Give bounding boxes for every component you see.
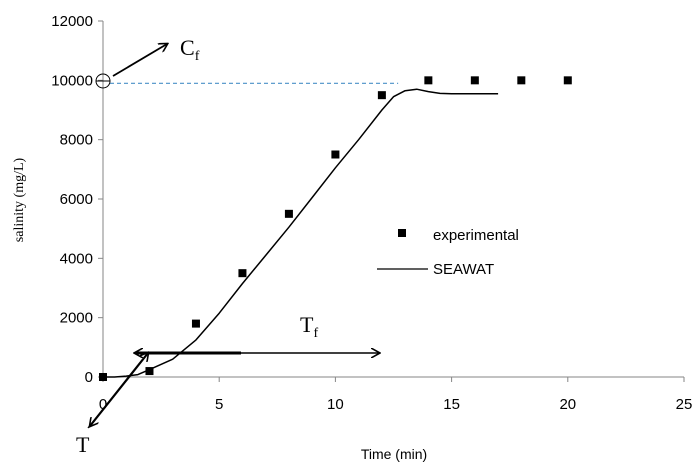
y-axis-label: salinity (mg/L): [12, 157, 27, 242]
experimental-point: [331, 150, 340, 159]
experimental-series: [99, 76, 572, 381]
tf-label: Tf: [300, 312, 318, 341]
experimental-point: [470, 76, 479, 85]
legend: experimental SEAWAT: [377, 227, 519, 278]
y-tick-label: 4000: [60, 250, 93, 267]
experimental-point: [517, 76, 526, 85]
experimental-point: [424, 76, 433, 85]
x-tick-label: 5: [215, 396, 223, 413]
x-tick-label: 25: [676, 396, 693, 413]
experimental-point: [145, 367, 154, 376]
t-annotation: T: [76, 353, 148, 457]
y-tick-labels: 0 2000 4000 6000 8000 10000 12000: [51, 13, 93, 386]
legend-label-experimental: experimental: [433, 227, 519, 244]
y-tick-label: 6000: [60, 191, 93, 208]
experimental-point: [377, 91, 386, 100]
x-tick-labels: 0 5 10 15 20 25: [99, 396, 693, 413]
t-arrow-down: [90, 352, 149, 426]
experimental-point: [238, 269, 247, 278]
experimental-point: [563, 76, 572, 85]
legend-label-seawat: SEAWAT: [433, 261, 494, 278]
y-tick-label: 2000: [60, 310, 93, 327]
x-tick-label: 15: [443, 396, 460, 413]
cf-arrow: [112, 44, 167, 77]
experimental-point: [99, 373, 107, 381]
cf-label: Cf: [180, 35, 200, 64]
y-tick-label: 8000: [60, 132, 93, 149]
x-tick-label: 0: [99, 396, 107, 413]
x-tick-label: 20: [559, 396, 576, 413]
t-label: T: [76, 432, 90, 457]
y-tick-label: 10000: [51, 72, 93, 89]
x-axis-label: Time (min): [361, 446, 427, 462]
y-tick-label: 0: [85, 369, 93, 386]
tf-annotation: Tf: [135, 312, 379, 353]
legend-marker-experimental: [398, 229, 406, 237]
experimental-point: [191, 319, 200, 328]
experimental-point: [284, 209, 293, 218]
x-tick-label: 10: [327, 396, 344, 413]
y-tick-label: 12000: [51, 13, 93, 30]
axes: [98, 20, 685, 382]
cf-annotation: Cf: [95, 35, 200, 89]
